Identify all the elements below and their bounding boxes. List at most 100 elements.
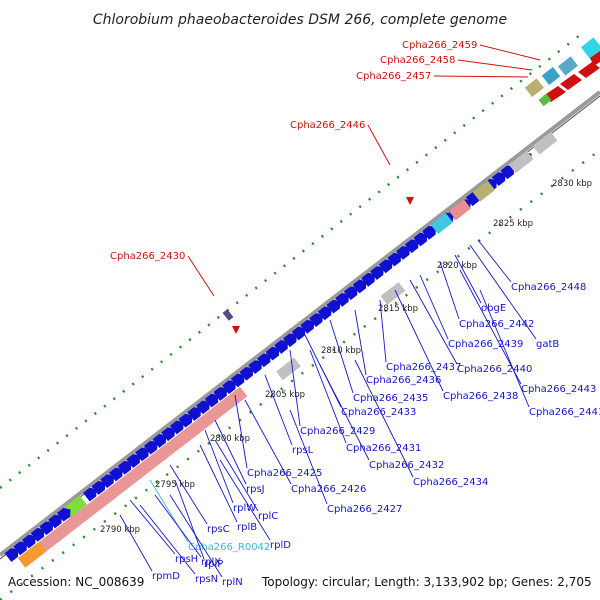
inner-label: Cpha266_2436 [366, 375, 441, 386]
cds-arrow [413, 232, 428, 247]
cds-arrow [30, 528, 45, 542]
outer-label: Cpha266_2446 [290, 120, 365, 131]
cds-arrow [265, 346, 280, 361]
cds-arrow [291, 326, 306, 341]
cds-arrow [152, 434, 167, 448]
inner-label: Cpha266_2439 [448, 339, 523, 350]
cds-arrow [335, 293, 349, 307]
cds-arrow [500, 165, 515, 180]
inner-label-leader [439, 261, 460, 320]
cds-arrow [39, 521, 54, 536]
inner-label-leader [479, 289, 530, 408]
cds-arrow [13, 541, 27, 556]
inner-label: rplN [222, 577, 243, 588]
cds-arrow [239, 366, 254, 381]
cds-arrow [169, 420, 184, 435]
inner-label-leader [354, 359, 414, 478]
outer-labels: Cpha266_2459 Cpha266_2458 Cpha266_2457 Cpha… [110, 40, 541, 297]
pseudo-block [508, 150, 534, 174]
inner-label: Cpha266_2435 [353, 393, 428, 404]
genome-summary-text: Topology: circular; Length: 3,133,902 bp… [261, 575, 592, 589]
cds-arrow [109, 467, 123, 482]
cds-arrow [491, 172, 506, 186]
inner-label: Cpha266_2442 [459, 319, 534, 330]
inner-dotted-ring [0, 149, 600, 600]
cds-arrow [317, 306, 332, 321]
inner-label-leader [244, 399, 292, 485]
cds-arrow [178, 413, 193, 428]
cds-arrow [256, 353, 271, 368]
cds-arrow [396, 246, 410, 260]
cds-arrow [422, 225, 436, 240]
inner-label: rpsJ [246, 484, 265, 495]
inner-label-leader [419, 274, 449, 340]
inner-label: Cpha266_2425 [247, 468, 322, 479]
inner-label-leader [199, 444, 238, 523]
cds-arrow [326, 299, 341, 314]
inner-label-leader [219, 459, 271, 541]
inner-label: rplD [270, 540, 291, 551]
cds-arrow [196, 400, 210, 415]
inner-label: Cpha266_2434 [413, 477, 488, 488]
highlight-markers [222, 197, 414, 334]
inner-label: Cpha266_2448 [511, 282, 586, 293]
cds-arrow [143, 440, 158, 455]
inner-label-leader [469, 244, 537, 340]
inner-label-leader [204, 429, 234, 504]
cds-arrow [378, 259, 393, 274]
inner-label-leader [394, 289, 444, 392]
scale-label: 2820 kbp [437, 261, 477, 271]
cds-arrow [135, 447, 149, 462]
inner-label: gatB [536, 339, 559, 350]
scale-label: 2800 kbp [210, 434, 250, 444]
cds-arrow [204, 393, 219, 408]
cds-arrow [274, 340, 288, 354]
inner-label: Cpha266_2427 [327, 504, 402, 515]
scale-label: 2805 kbp [265, 390, 305, 400]
cds-arrow [370, 266, 384, 280]
inner-label-leader [174, 479, 205, 560]
cds-arrow [404, 239, 419, 254]
colored-feature [472, 180, 495, 202]
inner-label: Cpha266_2432 [369, 460, 444, 471]
inner-label-leader [309, 349, 347, 444]
cds-arrow [387, 252, 402, 267]
outer-label: Cpha266_2459 [402, 40, 477, 51]
inner-label: Cpha266_2437 [386, 362, 461, 373]
outer-label-leader [433, 75, 529, 78]
cds-arrow [126, 454, 141, 468]
cds-arrow [248, 360, 262, 374]
rrna-operon-block [18, 386, 248, 568]
inner-label-leader [129, 499, 176, 555]
inner-label: Cpha266_2429 [300, 426, 375, 437]
cds-arrow [283, 333, 297, 348]
inner-label-leader [409, 279, 458, 365]
inner-label-leader [477, 239, 512, 283]
outer-label-leader [479, 44, 541, 61]
inner-label-leader [459, 269, 522, 385]
colored-feature [448, 199, 471, 221]
inner-label-leader [264, 374, 293, 446]
scale-label: 2825 kbp [493, 219, 533, 229]
cds-arrow [4, 548, 19, 562]
inner-features [4, 131, 558, 568]
inner-label-leader [379, 299, 387, 363]
outer-label: Cpha266_2458 [380, 55, 455, 66]
outer-label: Cpha266_2430 [110, 251, 185, 262]
cds-arrow [300, 319, 315, 334]
cds-arrow [343, 286, 358, 301]
inner-label: rplX [201, 557, 221, 568]
scale-label: 2830 kbp [552, 179, 592, 189]
inner-label: Cpha266_2426 [291, 484, 366, 495]
colored-feature [430, 212, 453, 235]
inner-label-leader [214, 419, 247, 485]
inner-label-leader [214, 439, 259, 512]
inner-label: rpsL [292, 445, 314, 456]
inner-label: rplC [258, 511, 278, 522]
outer-label: Cpha266_2457 [356, 71, 431, 82]
outer-label-leader [457, 59, 533, 71]
inner-label-leader [119, 514, 153, 572]
outer-label-leader [187, 255, 215, 297]
